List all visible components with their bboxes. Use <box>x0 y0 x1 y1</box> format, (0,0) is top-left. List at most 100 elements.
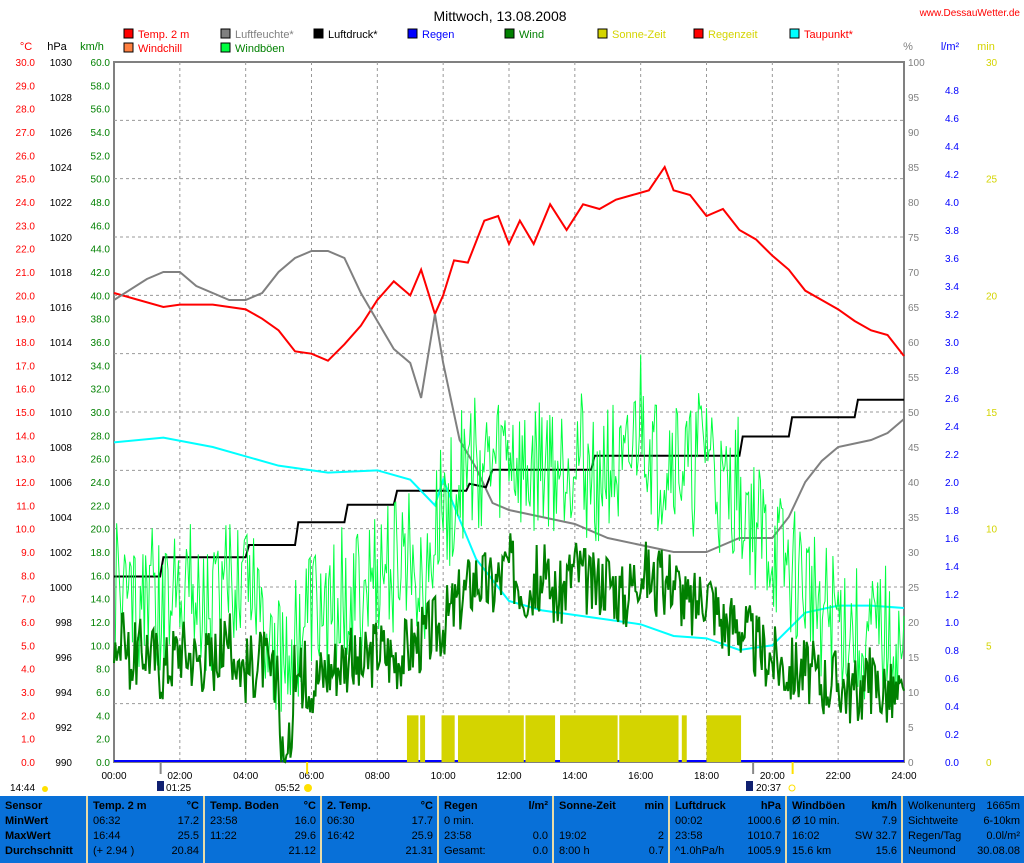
table-label: Regen/Tag <box>908 830 962 842</box>
table-value: 30.08.08 <box>977 845 1020 857</box>
tick-label-humidity: 35 <box>908 513 920 524</box>
tick-label-rain: 3.8 <box>945 226 959 237</box>
table-label: Windböen <box>792 800 846 812</box>
table-row: Windböen km/h <box>792 799 897 814</box>
tick-label-pressure: 1024 <box>50 163 73 174</box>
table-row: 23:58 1010.7 <box>675 829 781 844</box>
sun-bar <box>560 715 618 762</box>
table-label: Temp. 2 m <box>93 800 147 812</box>
tick-label-rain: 1.4 <box>945 562 959 573</box>
table-row: 23:58 0.0 <box>444 829 548 844</box>
sun-bar <box>525 715 556 762</box>
table-row: 21.12 <box>210 844 316 859</box>
tick-label-temp: 6.0 <box>21 618 35 629</box>
tick-label-wind: 50.0 <box>91 175 111 186</box>
current-time: 14:44 <box>10 783 35 794</box>
table-row: 00:02 1000.6 <box>675 814 781 829</box>
tick-label-temp: 27.0 <box>16 128 36 139</box>
tick-label-rain: 4.8 <box>945 86 959 97</box>
legend-label: Windböen <box>235 43 285 55</box>
table-value: min <box>644 800 664 812</box>
tick-label-pressure: 998 <box>55 618 72 629</box>
moonrise-icon <box>157 781 164 791</box>
tick-label-temp: 4.0 <box>21 665 35 676</box>
table-column: Windböen km/h Ø 10 min. 7.9 16:02 SW 32.7 15.6… <box>787 796 903 863</box>
table-label: 8:00 h <box>559 845 590 857</box>
tick-label-humidity: 100 <box>908 58 925 69</box>
axis-unit-pressure: hPa <box>47 41 67 53</box>
table-column: Regen l/m² 0 min. 23:58 0.0 Gesamt: 0.0 <box>439 796 554 863</box>
statistics-table: Sensor MinWert MaxWert Durchschnitt Temp. 2 … <box>0 796 1024 863</box>
table-label: Regen <box>444 800 478 812</box>
table-value: 0.0 <box>532 830 548 842</box>
x-tick-label: 06:00 <box>299 771 324 782</box>
tick-label-humidity: 95 <box>908 93 920 104</box>
table-row: 16:02 SW 32.7 <box>792 829 897 844</box>
tick-label-humidity: 20 <box>908 618 920 629</box>
tick-label-rain: 2.8 <box>945 366 959 377</box>
tick-label-rain: 4.4 <box>945 142 959 153</box>
tick-label-rain: 2.4 <box>945 422 959 433</box>
table-row: 19:02 2 <box>559 829 664 844</box>
table-label: 23:58 <box>210 815 238 827</box>
legend-swatch <box>220 42 231 53</box>
table-label: 06:30 <box>327 815 355 827</box>
tick-label-pressure: 1026 <box>50 128 73 139</box>
tick-label-sun: 0 <box>986 758 992 769</box>
table-row: MinWert <box>5 814 82 829</box>
table-value: 0.0l/m² <box>986 830 1020 842</box>
x-tick-label: 12:00 <box>496 771 521 782</box>
tick-label-wind: 56.0 <box>91 105 111 116</box>
x-tick-label: 08:00 <box>365 771 390 782</box>
table-row: Regen/Tag 0.0l/m² <box>908 829 1020 844</box>
table-row: Temp. 2 m °C <box>93 799 199 814</box>
table-label: MinWert <box>5 815 49 827</box>
tick-label-temp: 21.0 <box>16 268 36 279</box>
tick-label-wind: 0.0 <box>96 758 110 769</box>
legend-swatch <box>789 28 800 39</box>
tick-label-pressure: 996 <box>55 653 72 664</box>
tick-label-temp: 8.0 <box>21 571 35 582</box>
chart-title: Mittwoch, 13.08.2008 <box>433 8 566 24</box>
table-label: 00:02 <box>675 815 703 827</box>
x-tick-label: 04:00 <box>233 771 258 782</box>
tick-label-wind: 46.0 <box>91 221 111 232</box>
legend-swatch <box>123 28 134 39</box>
legend-label: Luftdruck* <box>328 29 378 41</box>
sun-bar <box>706 715 742 762</box>
tick-label-temp: 29.0 <box>16 81 36 92</box>
tick-label-temp: 16.0 <box>16 385 36 396</box>
tick-label-humidity: 40 <box>908 478 920 489</box>
tick-label-pressure: 1014 <box>50 338 73 349</box>
table-value: 6-10km <box>983 815 1020 827</box>
legend-swatch <box>504 28 515 39</box>
tick-label-humidity: 90 <box>908 128 920 139</box>
sun-bar <box>619 715 679 762</box>
tick-label-rain: 3.2 <box>945 310 959 321</box>
axis-unit-rain: l/m² <box>941 41 960 53</box>
legend-label: Taupunkt* <box>804 29 854 41</box>
table-value: 29.6 <box>294 830 316 842</box>
table-value: 21.31 <box>405 845 433 857</box>
table-label: 06:32 <box>93 815 121 827</box>
table-row: 23:58 16.0 <box>210 814 316 829</box>
table-label: (+ 2.94 ) <box>93 845 135 857</box>
legend-label: Sonne-Zeit <box>612 29 666 41</box>
tick-label-rain: 3.6 <box>945 254 959 265</box>
table-label: Durchschnitt <box>5 845 73 857</box>
table-row: 15.6 km 15.6 <box>792 844 897 859</box>
tick-label-wind: 32.0 <box>91 385 111 396</box>
table-label: Luftdruck <box>675 800 726 812</box>
x-tick-label: 24:00 <box>891 771 916 782</box>
tick-label-wind: 42.0 <box>91 268 111 279</box>
table-label: Neumond <box>908 845 956 857</box>
tick-label-temp: 22.0 <box>16 245 36 256</box>
table-row: (+ 2.94 ) 20.84 <box>93 844 199 859</box>
tick-label-temp: 2.0 <box>21 711 35 722</box>
x-tick-label: 22:00 <box>826 771 851 782</box>
legend-swatch <box>220 28 231 39</box>
site-link[interactable]: www.DessauWetter.de <box>919 8 1021 19</box>
table-label: 2. Temp. <box>327 800 371 812</box>
table-value: 25.5 <box>177 830 199 842</box>
tick-label-humidity: 5 <box>908 723 914 734</box>
